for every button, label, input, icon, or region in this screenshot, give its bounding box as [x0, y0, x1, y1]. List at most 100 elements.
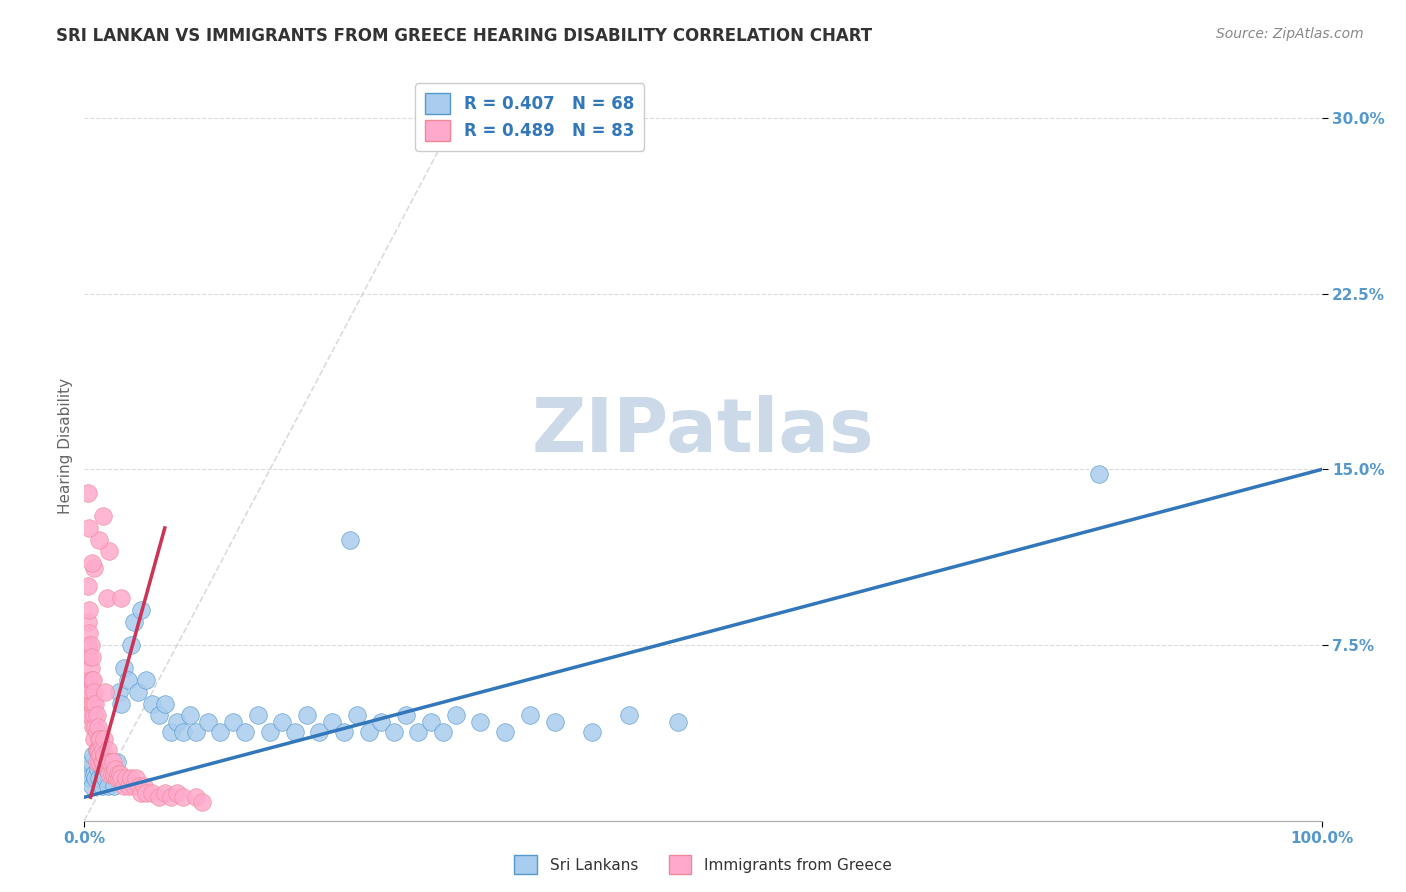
Point [321, 715, 343, 730]
Point [120, 638, 142, 652]
Point [103, 779, 125, 793]
Point [103, 767, 125, 781]
Point [108, 772, 131, 786]
Point [84, 697, 107, 711]
Point [127, 685, 149, 699]
Point [184, 790, 207, 805]
Point [86, 755, 108, 769]
Point [97, 779, 120, 793]
Point [271, 715, 294, 730]
Point [408, 724, 430, 739]
Point [519, 708, 541, 723]
Point [83, 685, 105, 699]
Point [172, 724, 194, 739]
Point [82, 747, 104, 762]
Point [172, 790, 194, 805]
Point [129, 603, 152, 617]
Point [135, 786, 157, 800]
Point [179, 708, 201, 723]
Point [246, 708, 269, 723]
Point [184, 724, 207, 739]
Point [98, 544, 121, 558]
Point [98, 755, 121, 769]
Point [100, 767, 122, 781]
Point [93, 755, 115, 769]
Point [132, 779, 155, 793]
Point [118, 779, 141, 793]
Point [110, 767, 132, 781]
Point [308, 724, 330, 739]
Point [115, 772, 138, 786]
Point [96, 591, 118, 606]
Point [153, 697, 176, 711]
Point [141, 697, 163, 711]
Point [87, 743, 110, 757]
Point [382, 724, 405, 739]
Legend: R = 0.407   N = 68, R = 0.489   N = 83: R = 0.407 N = 68, R = 0.489 N = 83 [415, 84, 644, 151]
Point [80, 673, 103, 688]
Point [76, 708, 98, 723]
Point [160, 724, 183, 739]
Point [77, 485, 100, 500]
Point [110, 591, 132, 606]
Point [80, 556, 103, 570]
Point [108, 685, 131, 699]
Point [295, 708, 318, 723]
Point [86, 708, 108, 723]
Point [160, 790, 183, 805]
Point [432, 724, 454, 739]
Point [89, 755, 111, 769]
Point [259, 724, 281, 739]
Point [333, 724, 356, 739]
Point [110, 697, 132, 711]
Point [581, 724, 603, 739]
Point [1088, 467, 1111, 482]
Point [86, 724, 108, 739]
Point [79, 673, 101, 688]
Point [135, 673, 157, 688]
Point [91, 743, 114, 757]
Point [98, 755, 121, 769]
Point [222, 715, 245, 730]
Point [90, 739, 112, 753]
Point [209, 724, 232, 739]
Legend: Sri Lankans, Immigrants from Greece: Sri Lankans, Immigrants from Greece [509, 849, 897, 880]
Point [77, 762, 100, 776]
Point [86, 743, 108, 757]
Point [120, 772, 142, 786]
Point [82, 673, 104, 688]
Point [197, 715, 219, 730]
Point [87, 720, 110, 734]
Point [617, 708, 640, 723]
Point [83, 561, 105, 575]
Point [122, 779, 145, 793]
Point [107, 767, 129, 781]
Point [82, 697, 104, 711]
Point [83, 767, 105, 781]
Point [395, 708, 418, 723]
Point [122, 615, 145, 629]
Point [79, 649, 101, 664]
Point [79, 685, 101, 699]
Point [97, 743, 120, 757]
Point [77, 638, 100, 652]
Point [93, 731, 115, 746]
Point [79, 661, 101, 675]
Point [339, 533, 361, 547]
Point [110, 772, 132, 786]
Point [666, 715, 689, 730]
Point [84, 720, 107, 734]
Point [84, 772, 107, 786]
Point [105, 755, 128, 769]
Point [96, 755, 118, 769]
Point [83, 708, 105, 723]
Point [346, 708, 368, 723]
Point [90, 755, 112, 769]
Point [89, 772, 111, 786]
Point [104, 762, 127, 776]
Point [89, 533, 111, 547]
Point [77, 580, 100, 594]
Point [543, 715, 565, 730]
Point [494, 724, 516, 739]
Point [79, 755, 101, 769]
